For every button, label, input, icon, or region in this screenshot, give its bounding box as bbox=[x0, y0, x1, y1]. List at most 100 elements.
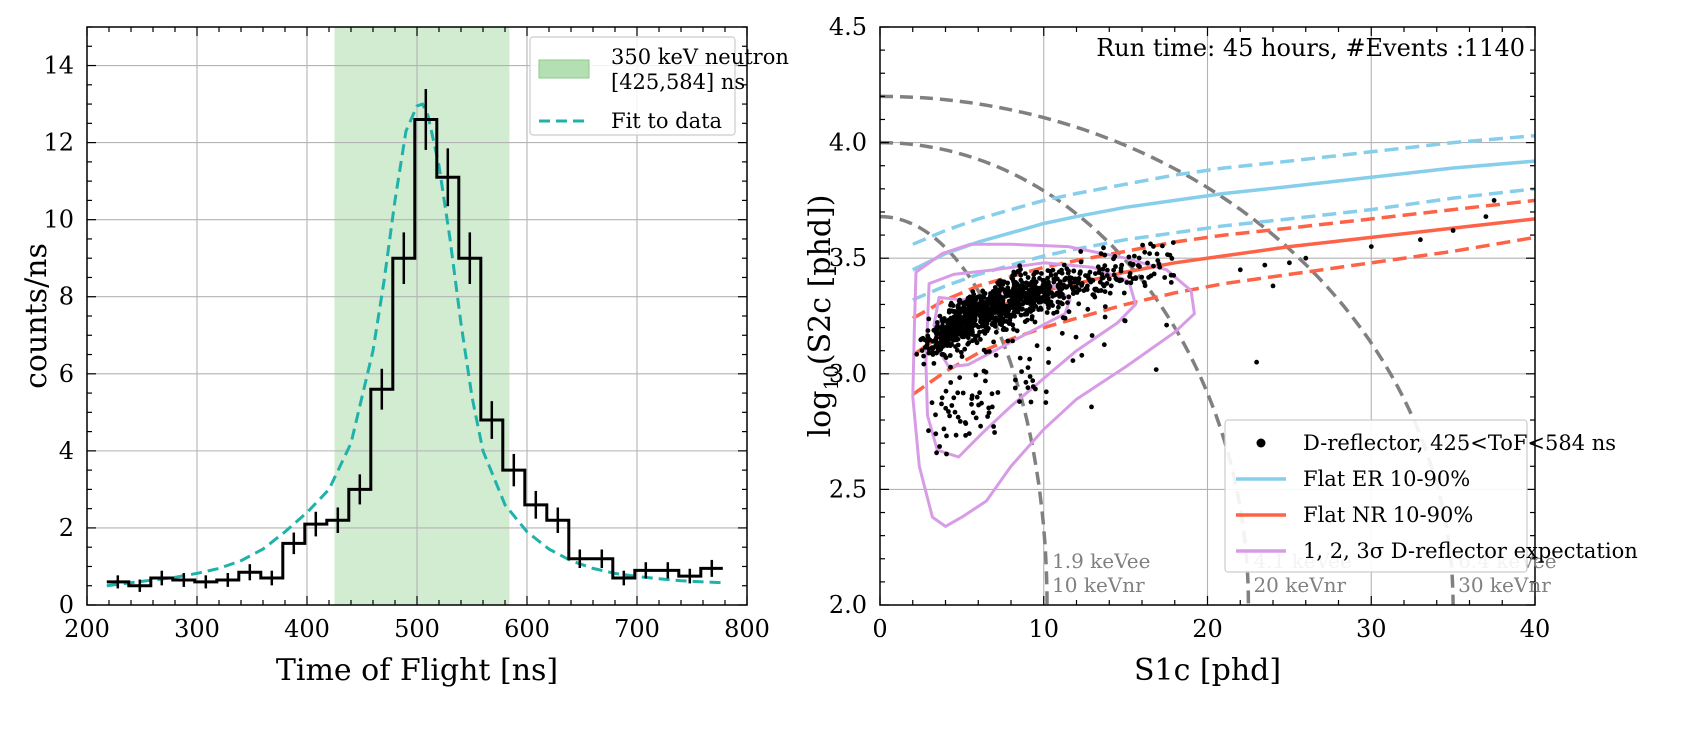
scatter-point bbox=[1095, 264, 1101, 270]
er-nr-bands bbox=[911, 133, 1536, 397]
legend-item-label: Flat ER 10-90% bbox=[1303, 467, 1470, 491]
scatter-point bbox=[953, 432, 959, 438]
scatter-point bbox=[971, 296, 977, 302]
left-y-tick-labels: 0 2 4 6 8 10 12 14 bbox=[43, 52, 74, 619]
scatter-point bbox=[1169, 256, 1175, 261]
scatter-point bbox=[1104, 273, 1110, 278]
scatter-point bbox=[940, 323, 945, 328]
scatter-point bbox=[1021, 300, 1027, 305]
left-y-tick-label: 8 bbox=[59, 283, 74, 311]
scatter-point bbox=[1170, 240, 1176, 246]
scatter-point bbox=[969, 313, 975, 318]
scatter-point bbox=[981, 347, 987, 353]
scatter-point bbox=[1164, 322, 1169, 328]
left-x-tick-label: 200 bbox=[64, 615, 110, 643]
scatter-point bbox=[925, 335, 931, 341]
scatter-point bbox=[921, 361, 927, 367]
scatter-point bbox=[973, 372, 979, 378]
scatter-point bbox=[981, 368, 987, 374]
scatter-point bbox=[965, 320, 970, 326]
left-ticks bbox=[86, 26, 748, 606]
scatter-point bbox=[1005, 338, 1011, 344]
fit-curve bbox=[106, 102, 723, 588]
scatter-point bbox=[1033, 304, 1039, 309]
scatter-point bbox=[1079, 283, 1084, 288]
scatter-point bbox=[1098, 251, 1104, 256]
left-x-tick-label: 500 bbox=[394, 615, 440, 643]
scatter-point bbox=[1087, 269, 1093, 275]
scatter-point bbox=[1025, 385, 1031, 391]
right-legend-box bbox=[1224, 419, 1528, 573]
scatter-point bbox=[941, 316, 947, 321]
scatter-point bbox=[1074, 289, 1080, 295]
scatter-point bbox=[1055, 282, 1061, 288]
scatter-point bbox=[947, 353, 953, 358]
energy-label-line2: 10 keVnr bbox=[1052, 573, 1145, 597]
right-y-tick-label: 3.5 bbox=[829, 244, 867, 272]
scatter-point bbox=[950, 326, 955, 332]
scatter-point bbox=[987, 349, 992, 354]
scatter-point bbox=[1018, 272, 1024, 278]
scatter-point bbox=[1102, 304, 1108, 309]
scatter-point bbox=[1100, 266, 1106, 272]
scatter-point bbox=[973, 312, 979, 317]
scatter-point bbox=[957, 419, 963, 424]
scatter-point bbox=[921, 353, 926, 359]
scatter-point bbox=[1111, 267, 1116, 273]
left-legend: 350 keV neutron [425,584] ns Fit to data bbox=[529, 36, 789, 136]
s1-s2-scatter-panel: 0 10 20 30 40 2.0 2.5 3.0 3.5 4.0 4.5 S1c [phd] l… bbox=[803, 13, 1638, 688]
scatter-point bbox=[1022, 291, 1027, 297]
scatter-point bbox=[1062, 277, 1067, 283]
scatter-point bbox=[1017, 355, 1023, 361]
scatter-point bbox=[986, 410, 992, 416]
scatter-point bbox=[943, 329, 949, 335]
scatter-point bbox=[1022, 319, 1028, 325]
scatter-point bbox=[953, 331, 959, 337]
scatter-point bbox=[951, 395, 957, 401]
scatter-point bbox=[937, 444, 942, 449]
left-x-tick-label: 800 bbox=[724, 615, 770, 643]
left-y-tick-label: 0 bbox=[59, 591, 74, 619]
right-x-tick-label: 10 bbox=[1028, 615, 1059, 643]
scatter-point bbox=[1009, 275, 1015, 281]
left-x-tick-label: 300 bbox=[174, 615, 220, 643]
scatter-point bbox=[948, 380, 954, 385]
scatter-point bbox=[1011, 299, 1017, 305]
scatter-point bbox=[933, 431, 939, 437]
scatter-point bbox=[1418, 237, 1423, 243]
energy-contour-curve bbox=[879, 214, 1049, 605]
scatter-point bbox=[1102, 289, 1108, 294]
right-ticks bbox=[879, 26, 1536, 606]
scatter-point bbox=[1157, 264, 1163, 270]
scatter-point bbox=[931, 327, 937, 333]
scatter-point bbox=[979, 400, 984, 406]
signal-window-band bbox=[334, 27, 510, 605]
scatter-point bbox=[959, 332, 965, 337]
right-y-tick-label: 4.5 bbox=[829, 13, 867, 41]
scatter-point bbox=[1028, 399, 1034, 405]
scatter-point bbox=[935, 348, 941, 354]
scatter-point bbox=[987, 296, 993, 302]
scatter-point bbox=[1105, 267, 1110, 273]
scatter-point bbox=[1011, 282, 1017, 287]
scatter-point bbox=[1017, 284, 1023, 290]
scatter-point bbox=[1029, 316, 1035, 322]
right-y-axis-label: log10(S2c [phd]) bbox=[803, 195, 843, 438]
scatter-point bbox=[1130, 276, 1136, 282]
scatter-point bbox=[976, 324, 981, 330]
scatter-point bbox=[1139, 274, 1145, 280]
scatter-point bbox=[958, 350, 964, 355]
scatter-point bbox=[924, 342, 930, 348]
scatter-point bbox=[1108, 283, 1114, 289]
right-x-tick-label: 30 bbox=[1356, 615, 1387, 643]
scatter-point bbox=[1151, 263, 1156, 269]
nr-band-upper bbox=[911, 198, 1536, 320]
scatter-point bbox=[1154, 251, 1160, 257]
scatter-point bbox=[1045, 275, 1050, 281]
legend-fit-label: Fit to data bbox=[611, 109, 722, 133]
scatter-point bbox=[1031, 276, 1037, 282]
scatter-point bbox=[1011, 304, 1017, 310]
scatter-point bbox=[957, 375, 963, 380]
scatter-point bbox=[1112, 254, 1118, 259]
scatter-point bbox=[1027, 374, 1033, 379]
